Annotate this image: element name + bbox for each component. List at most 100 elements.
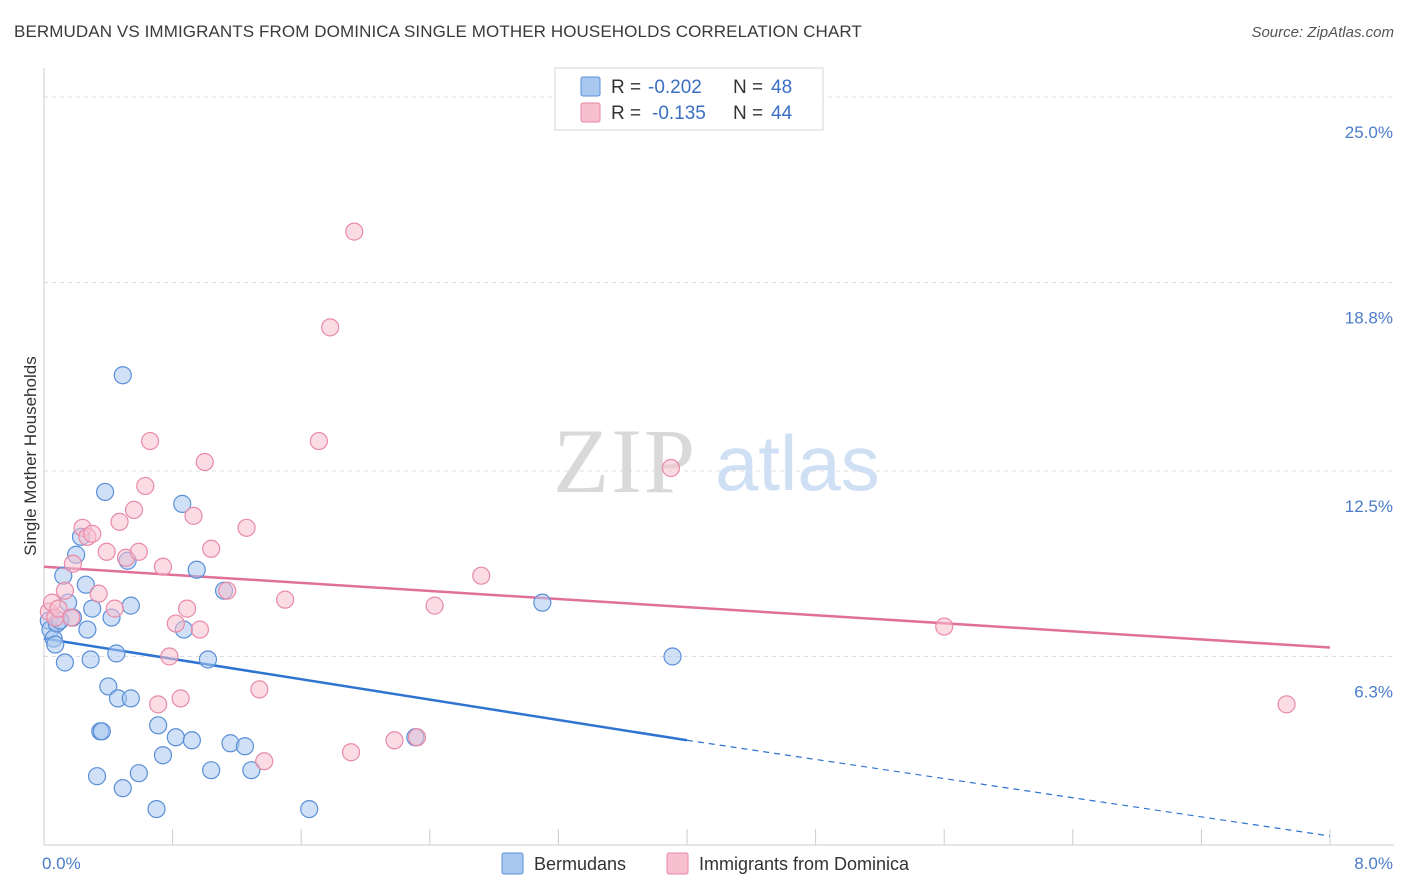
point-dominica-4 bbox=[55, 581, 74, 600]
point-dominica-24 bbox=[177, 599, 197, 618]
point-bermudans-44 bbox=[113, 366, 132, 385]
point-bermudans-40 bbox=[235, 737, 255, 756]
point-bermudans-19 bbox=[99, 677, 118, 696]
point-dominica-37 bbox=[345, 222, 364, 241]
legend-swatch-dominica bbox=[580, 102, 601, 123]
point-dominica-15 bbox=[124, 500, 144, 519]
point-bermudans-14 bbox=[83, 599, 102, 618]
point-dominica-18 bbox=[140, 431, 160, 451]
point-dominica-27 bbox=[195, 452, 214, 472]
point-dominica-22 bbox=[166, 614, 185, 633]
point-dominica-20 bbox=[153, 557, 173, 576]
point-dominica-30 bbox=[237, 518, 256, 537]
point-bermudans-41 bbox=[242, 761, 261, 780]
point-bermudans-12 bbox=[78, 620, 97, 639]
point-bermudans-18 bbox=[95, 482, 115, 502]
point-dominica-32 bbox=[255, 752, 274, 771]
point-dominica-10 bbox=[89, 584, 108, 603]
legend-n-value-2: 44 bbox=[771, 103, 793, 124]
x-tick-label-min: 0.0% bbox=[42, 854, 81, 873]
grid-lines bbox=[44, 96, 1394, 657]
point-dominica-19 bbox=[149, 695, 168, 714]
point-dominica-31 bbox=[250, 680, 269, 699]
point-dominica-29 bbox=[218, 581, 237, 600]
point-dominica-23 bbox=[171, 689, 190, 708]
point-dominica-9 bbox=[83, 524, 102, 543]
axes bbox=[43, 68, 1394, 846]
point-bermudans-21 bbox=[107, 644, 126, 663]
point-bermudans-28 bbox=[147, 799, 166, 819]
point-dominica-3 bbox=[49, 599, 68, 618]
y-tick-label-1: 12.5% bbox=[1345, 497, 1393, 516]
point-dominica-44 bbox=[1277, 695, 1296, 714]
point-bermudans-11 bbox=[76, 575, 95, 594]
x-tick-label-max: 8.0% bbox=[1354, 854, 1393, 873]
point-bermudans-42 bbox=[300, 799, 319, 819]
legend-n-label-1: N = bbox=[733, 77, 763, 98]
point-bermudans-3 bbox=[46, 635, 65, 654]
chart-title: BERMUDAN VS IMMIGRANTS FROM DOMINICA SIN… bbox=[14, 22, 862, 41]
legend-r-value-1: -0.202 bbox=[648, 77, 702, 98]
point-bermudans-6 bbox=[55, 653, 74, 672]
bottom-legend: Bermudans Immigrants from Dominica bbox=[501, 852, 910, 875]
point-bermudans-31 bbox=[166, 728, 185, 747]
point-dominica-13 bbox=[110, 512, 129, 531]
point-dominica-21 bbox=[160, 647, 179, 666]
bottom-legend-swatch-bermudans bbox=[501, 852, 524, 875]
legend-r-value-2: -0.135 bbox=[652, 103, 706, 124]
legend-n-value-1: 48 bbox=[771, 77, 792, 98]
point-bermudans-26 bbox=[121, 596, 140, 615]
point-dominica-35 bbox=[321, 318, 340, 337]
watermark: ZIP atlas bbox=[553, 410, 880, 512]
point-bermudans-30 bbox=[153, 746, 173, 765]
stats-legend: R = -0.202 N = 48 R = -0.135 N = 44 bbox=[554, 67, 824, 131]
y-axis-label: Single Mother Households bbox=[21, 356, 40, 555]
point-bermudans-23 bbox=[113, 779, 132, 798]
y-tick-label-3: 25.0% bbox=[1345, 123, 1393, 142]
point-bermudans-15 bbox=[87, 767, 107, 786]
point-dominica-26 bbox=[190, 620, 210, 639]
trend-line-bermudans-extension bbox=[686, 739, 1331, 837]
point-bermudans-45 bbox=[663, 647, 682, 666]
trend-lines bbox=[43, 565, 1331, 837]
data-points bbox=[39, 222, 1296, 819]
point-dominica-42 bbox=[661, 458, 681, 478]
bottom-legend-label-bermudans: Bermudans bbox=[534, 854, 626, 874]
point-bermudans-46 bbox=[533, 593, 552, 612]
point-dominica-5 bbox=[62, 608, 81, 627]
point-dominica-16 bbox=[129, 542, 148, 561]
point-dominica-33 bbox=[276, 590, 295, 609]
point-dominica-25 bbox=[184, 506, 203, 525]
point-bermudans-32 bbox=[173, 494, 192, 513]
point-bermudans-37 bbox=[202, 761, 221, 780]
point-bermudans-17 bbox=[92, 722, 111, 741]
y-tick-label-0: 6.3% bbox=[1354, 682, 1393, 701]
legend-n-label-2: N = bbox=[733, 103, 763, 124]
bottom-legend-label-dominica: Immigrants from Dominica bbox=[699, 854, 910, 874]
legend-r-label-1: R = bbox=[611, 77, 641, 98]
point-dominica-6 bbox=[63, 554, 83, 573]
legend-r-label-2: R = bbox=[611, 103, 641, 124]
point-dominica-11 bbox=[97, 542, 116, 561]
point-dominica-36 bbox=[341, 743, 361, 762]
point-bermudans-25 bbox=[121, 689, 140, 708]
point-dominica-34 bbox=[309, 431, 328, 451]
point-bermudans-27 bbox=[129, 764, 148, 783]
y-tick-label-2: 18.8% bbox=[1345, 308, 1393, 327]
trend-line-dominica bbox=[43, 565, 1331, 649]
y-tick-labels: 6.3% 12.5% 18.8% 25.0% bbox=[1345, 123, 1393, 702]
point-dominica-38 bbox=[385, 731, 404, 750]
bottom-legend-swatch-dominica bbox=[666, 852, 689, 875]
watermark-atlas: atlas bbox=[715, 419, 880, 507]
source-note: Source: ZipAtlas.com bbox=[1251, 24, 1394, 41]
point-bermudans-36 bbox=[198, 650, 218, 669]
point-bermudans-13 bbox=[81, 650, 100, 669]
point-bermudans-35 bbox=[187, 560, 206, 579]
point-bermudans-34 bbox=[182, 731, 201, 750]
point-dominica-41 bbox=[472, 566, 491, 585]
x-tick-marks bbox=[172, 829, 1331, 845]
point-dominica-12 bbox=[105, 599, 124, 618]
point-dominica-39 bbox=[407, 728, 427, 747]
point-dominica-43 bbox=[935, 617, 954, 636]
